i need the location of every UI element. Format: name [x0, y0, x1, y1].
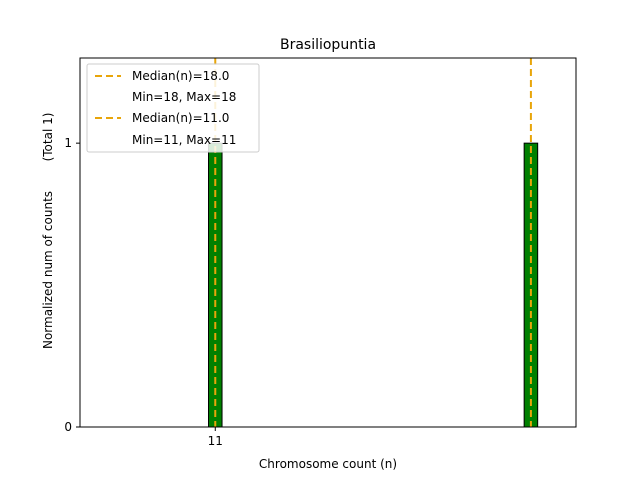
legend-range-1: Min=18, Max=18 [132, 90, 236, 104]
chart-title: Brasiliopuntia [280, 37, 376, 53]
legend-median-1: Median(n)=18.0 [132, 69, 229, 83]
bars-group [208, 142, 539, 428]
y-ticks-group: 01 [64, 136, 80, 434]
x-axis-label: Chromosome count (n) [259, 457, 397, 471]
legend-range-2: Min=11, Max=11 [132, 133, 236, 147]
legend-median-2: Median(n)=11.0 [132, 111, 229, 125]
y-tick-label-2: 1 [64, 136, 72, 150]
y-axis-label: Normalized num of counts [41, 191, 55, 349]
legend: Median(n)=18.0 Min=18, Max=18 Median(n)=… [86, 63, 260, 153]
x-tick-label-1: 11 [208, 434, 223, 448]
y-tick-label-1: 0 [64, 420, 72, 434]
y-axis-total-label: (Total 1) [41, 113, 55, 162]
legend-box [86, 63, 260, 153]
x-ticks-group: 11 [208, 427, 223, 448]
plot-frame [79, 57, 577, 428]
